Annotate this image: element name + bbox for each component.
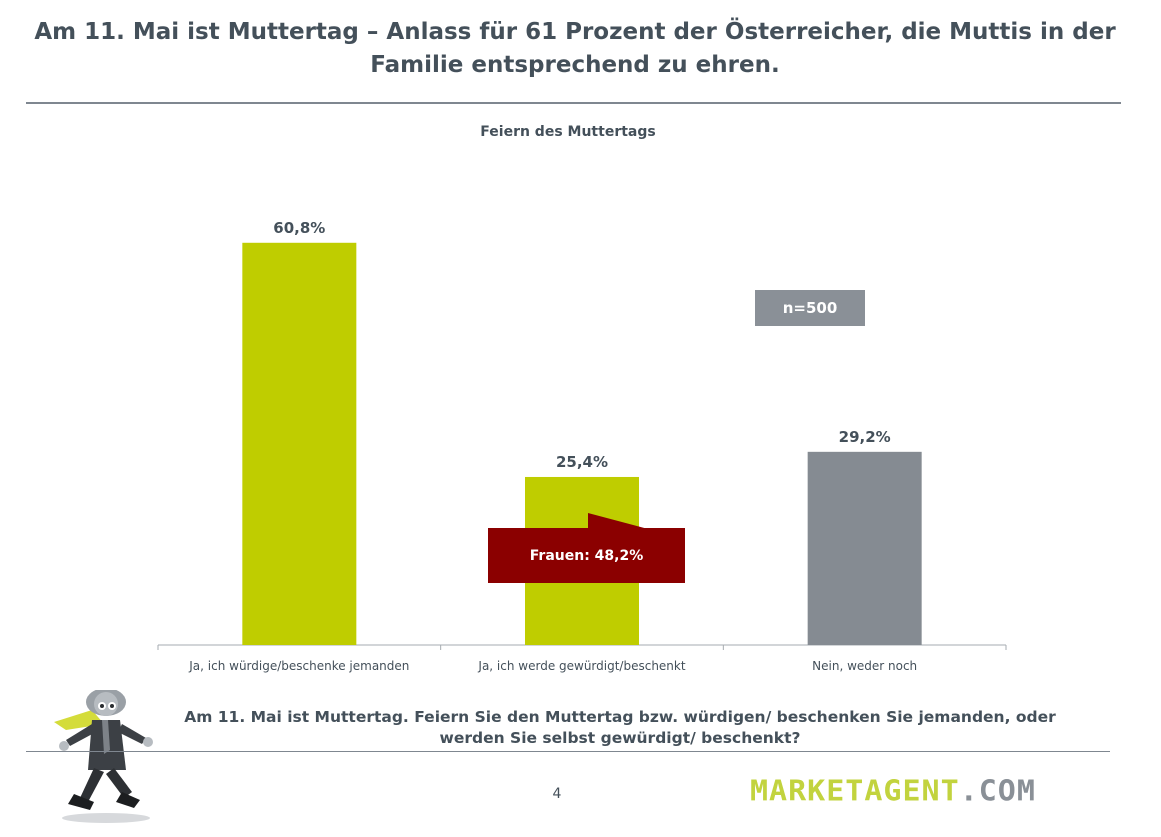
data-label-1: 60,8%	[273, 219, 325, 237]
category-label-3: Nein, weder noch	[812, 659, 917, 673]
category-label-2: Ja, ich werde gewürdigt/beschenkt	[477, 659, 685, 673]
footer-divider	[26, 751, 1110, 752]
survey-question: Am 11. Mai ist Muttertag. Feiern Sie den…	[184, 708, 1056, 747]
chart-title: Feiern des Muttertags	[480, 124, 656, 140]
logo-tld-text: .COM	[959, 774, 1036, 809]
women-callout: Frauen: 48,2%	[488, 528, 685, 583]
title-divider	[26, 102, 1121, 104]
data-label-3: 29,2%	[839, 428, 891, 446]
marketagent-logo: MARKETAGENT.COM	[750, 775, 1036, 809]
bar-chart: 60,8% Ja, ich würdige/beschenke jemanden 2…	[157, 219, 1007, 673]
page-title: Am 11. Mai ist Muttertag – Anlass für 61…	[34, 19, 1116, 78]
category-label-1: Ja, ich würdige/beschenke jemanden	[188, 659, 409, 673]
callout-pointer	[588, 513, 648, 529]
logo-brand-text: MARKETAGENT	[750, 774, 960, 809]
bar-1	[242, 242, 357, 646]
page-number: 4	[552, 786, 562, 802]
bar-3	[807, 451, 922, 645]
data-label-2: 25,4%	[556, 453, 608, 471]
running-agent-mascot-icon	[54, 690, 153, 823]
sample-size-badge: n=500	[755, 290, 865, 326]
